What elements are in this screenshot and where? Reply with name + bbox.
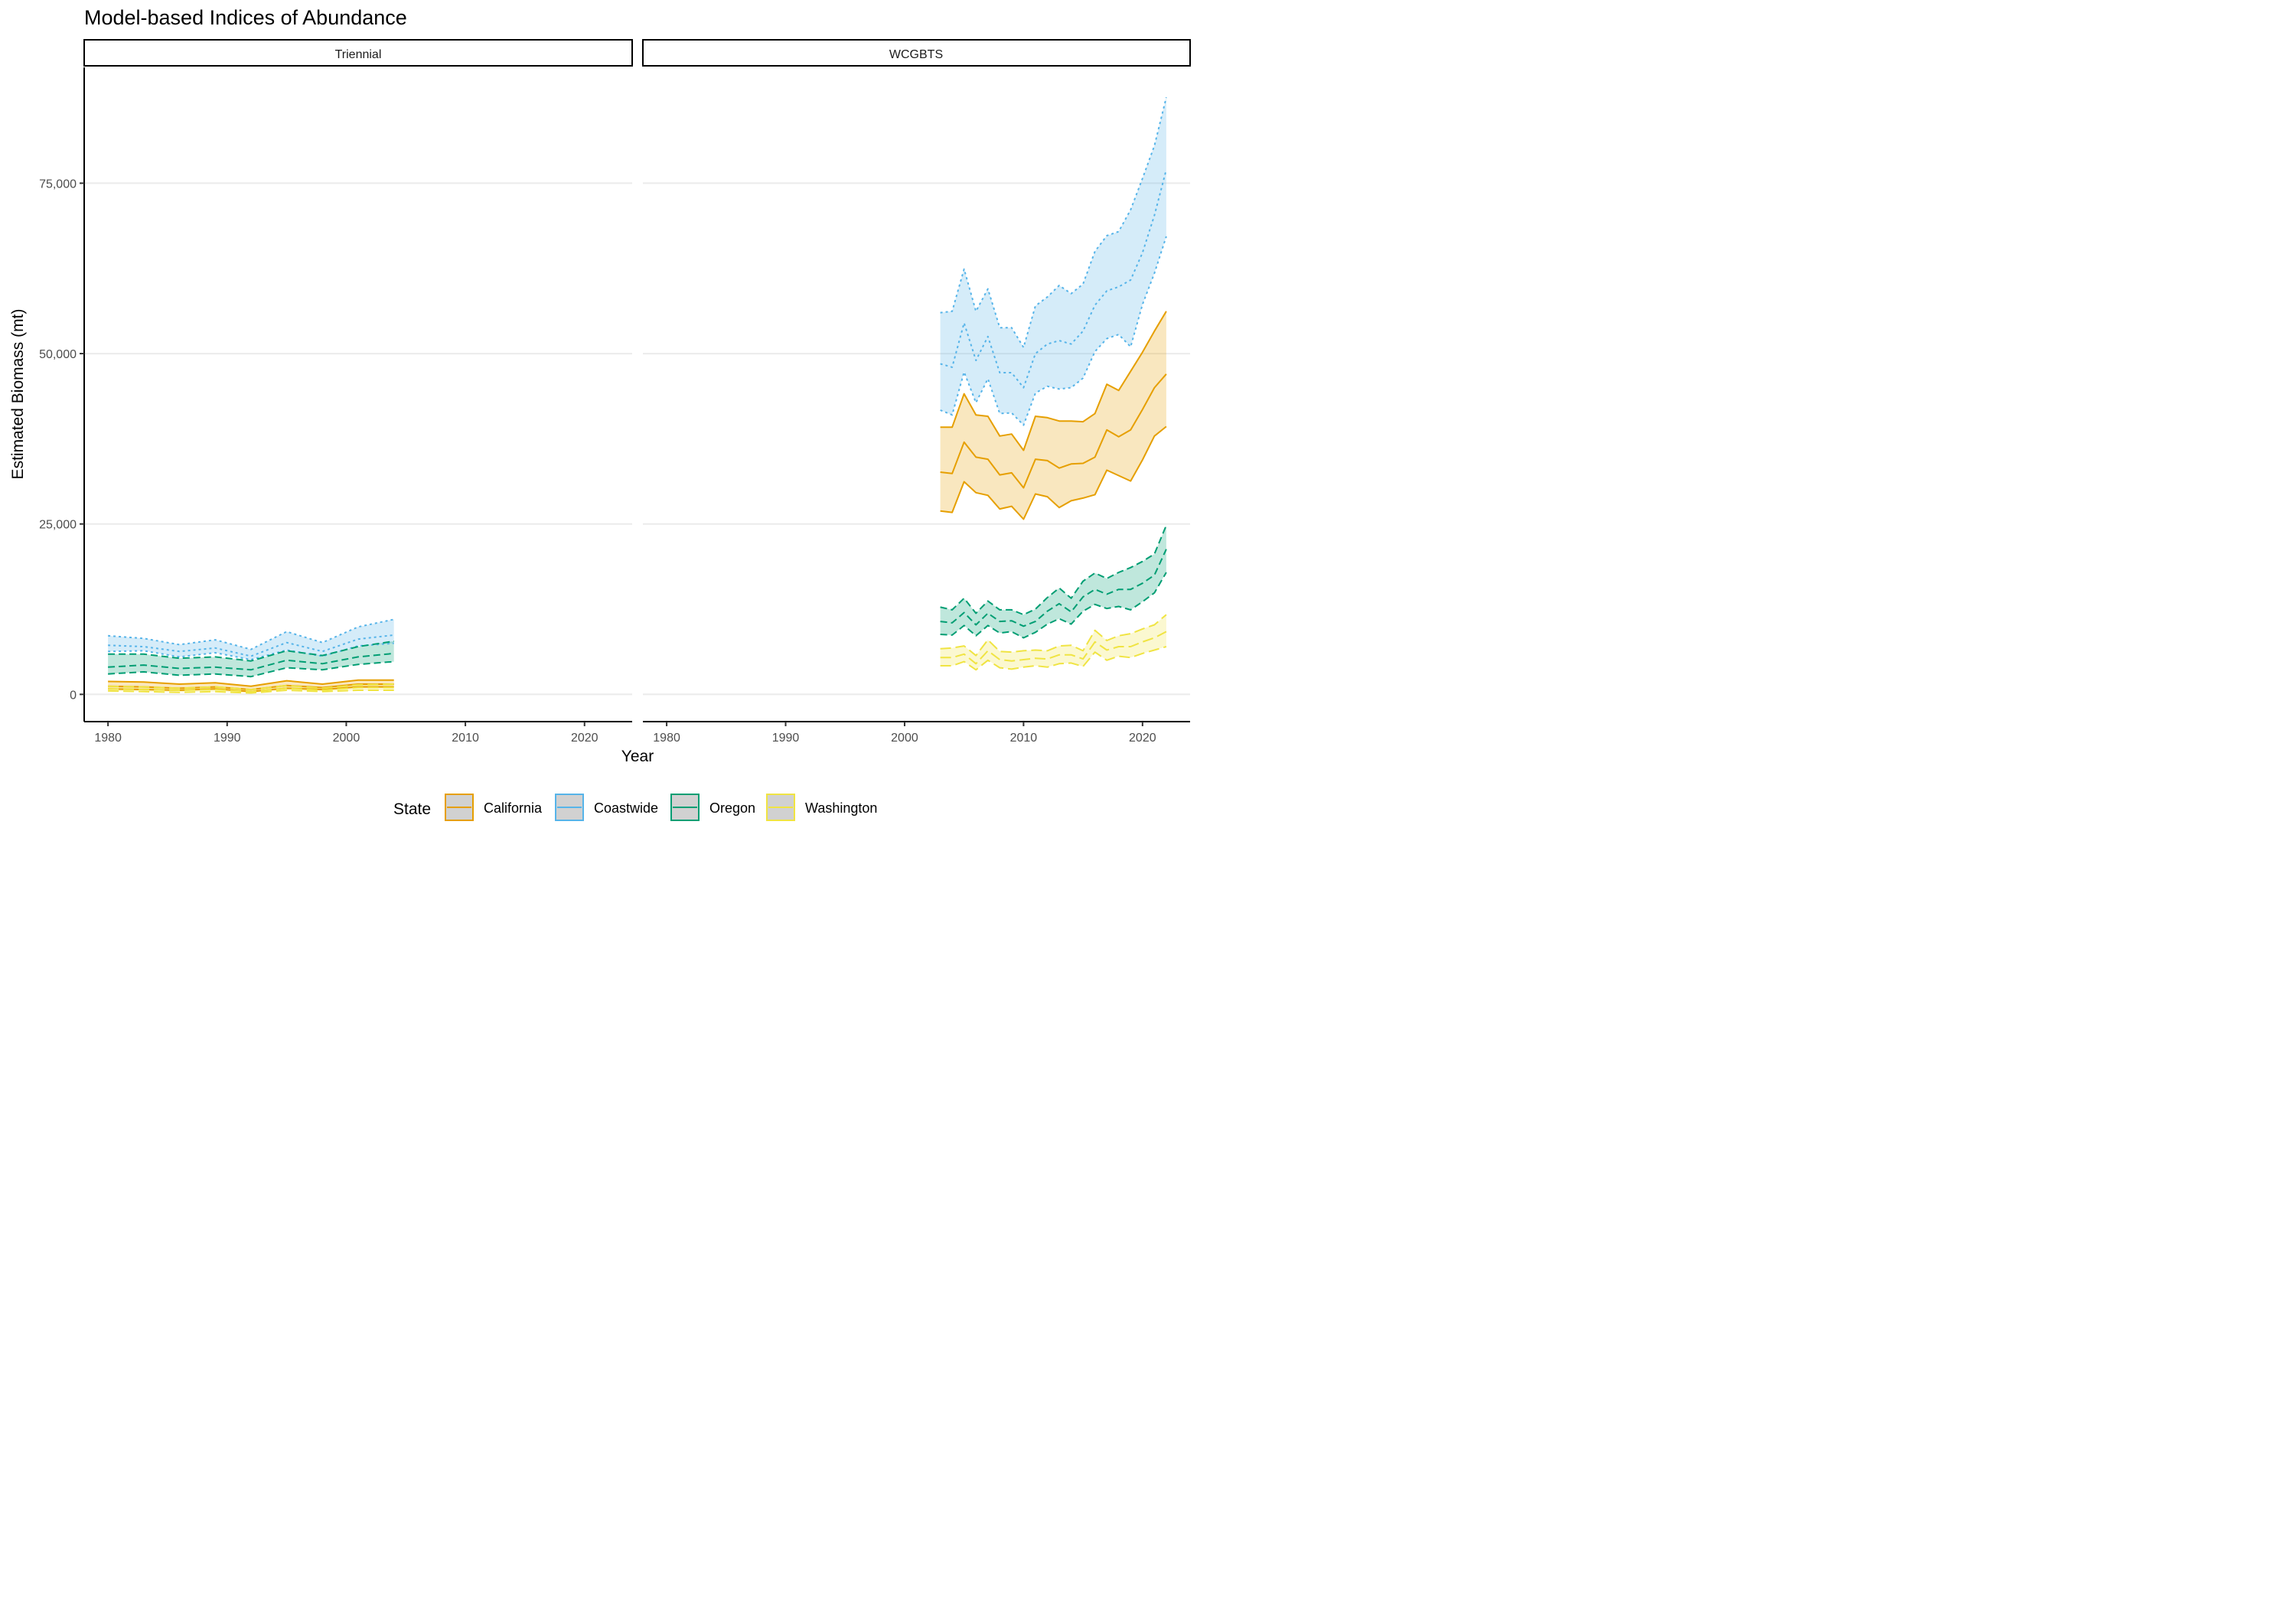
x-tick-label: 2020 bbox=[571, 732, 598, 745]
x-tick-label: 2000 bbox=[891, 732, 918, 745]
line-california-upper-triennial bbox=[108, 679, 394, 687]
line-coastwide-estimate-wcgbts bbox=[940, 169, 1167, 389]
x-tick-label: 1980 bbox=[94, 732, 122, 745]
line-oregon-estimate-wcgbts bbox=[940, 549, 1167, 627]
legend-item-california: California bbox=[445, 794, 543, 821]
legend-label-oregon: Oregon bbox=[709, 800, 755, 816]
ribbon-washington-wcgbts bbox=[940, 614, 1166, 670]
x-tick-label: 1990 bbox=[214, 732, 241, 745]
chart-background bbox=[0, 0, 1200, 842]
ribbon-coastwide-wcgbts bbox=[940, 97, 1166, 425]
line-oregon-upper-wcgbts bbox=[940, 525, 1167, 616]
ribbon-oregon-wcgbts bbox=[940, 525, 1166, 638]
ribbon-coastwide-triennial bbox=[108, 619, 394, 660]
line-oregon-upper-triennial bbox=[108, 640, 394, 662]
x-tick-label: 2000 bbox=[333, 732, 360, 745]
line-washington-upper-wcgbts bbox=[940, 614, 1167, 657]
line-washington-lower-wcgbts bbox=[940, 646, 1167, 671]
line-washington-lower-triennial bbox=[108, 689, 394, 694]
line-washington-estimate-triennial bbox=[108, 686, 394, 693]
line-oregon-estimate-triennial bbox=[108, 652, 394, 671]
line-coastwide-upper-wcgbts bbox=[940, 96, 1167, 348]
panel-wcgbts: WCGBTS 1980 1990 2000 2010 2020 bbox=[642, 39, 1191, 745]
panel-triennial: Triennial 1980 1990 2000 2010 2020 0 25,000 50… bbox=[39, 39, 633, 745]
ribbon-oregon-triennial bbox=[108, 641, 394, 677]
y-tick-label: 25,000 bbox=[39, 519, 77, 532]
legend-item-washington: Washington bbox=[766, 794, 877, 821]
ribbon-california-wcgbts bbox=[940, 311, 1166, 520]
line-washington-upper-triennial bbox=[108, 683, 394, 691]
chart-title: Model-based Indices of Abundance bbox=[84, 6, 407, 29]
y-tick-label: 50,000 bbox=[39, 348, 77, 361]
y-ticks: 0 25,000 50,000 75,000 bbox=[39, 178, 84, 702]
strip-label-wcgbts: WCGBTS bbox=[889, 48, 943, 61]
gridlines-triennial bbox=[84, 182, 632, 696]
line-oregon-lower-wcgbts bbox=[940, 572, 1167, 639]
strip-triennial bbox=[83, 39, 633, 67]
legend-label-washington: Washington bbox=[805, 800, 877, 816]
line-oregon-lower-triennial bbox=[108, 660, 394, 678]
line-california-upper-wcgbts bbox=[940, 311, 1167, 451]
y-axis-label: Estimated Biomass (mt) bbox=[9, 309, 27, 480]
gridlines-wcgbts bbox=[643, 182, 1190, 696]
line-coastwide-lower-wcgbts bbox=[940, 236, 1167, 426]
chart: Model-based Indices of Abundance Trienni… bbox=[0, 0, 1200, 842]
legend-item-oregon: Oregon bbox=[670, 794, 755, 821]
legend-item-coastwide: Coastwide bbox=[555, 794, 658, 821]
lines-triennial bbox=[108, 618, 394, 694]
strip-wcgbts bbox=[642, 39, 1191, 67]
x-ticks-wcgbts: 1980 1990 2000 2010 2020 bbox=[653, 722, 1156, 745]
line-california-estimate-wcgbts bbox=[940, 373, 1167, 489]
x-ticks-triennial: 1980 1990 2000 2010 2020 bbox=[94, 722, 598, 745]
legend-title: State bbox=[393, 800, 431, 818]
line-california-lower-wcgbts bbox=[940, 425, 1167, 520]
legend-label-coastwide: Coastwide bbox=[594, 800, 658, 816]
ribbons-wcgbts bbox=[940, 97, 1166, 670]
y-tick-label: 0 bbox=[70, 689, 77, 702]
legend-label-california: California bbox=[484, 800, 543, 816]
x-tick-label: 2010 bbox=[1010, 732, 1038, 745]
y-tick-label: 75,000 bbox=[39, 178, 77, 191]
x-tick-label: 1980 bbox=[653, 732, 680, 745]
x-axis-label: Year bbox=[621, 748, 654, 765]
x-tick-label: 2020 bbox=[1129, 732, 1156, 745]
lines-wcgbts bbox=[940, 96, 1167, 671]
strip-label-triennial: Triennial bbox=[335, 48, 382, 61]
legend: State California Coastwide Oregon Washingto… bbox=[393, 794, 877, 821]
x-tick-label: 2010 bbox=[452, 732, 479, 745]
x-tick-label: 1990 bbox=[772, 732, 800, 745]
line-coastwide-upper-triennial bbox=[108, 618, 394, 650]
line-washington-estimate-wcgbts bbox=[940, 631, 1167, 665]
